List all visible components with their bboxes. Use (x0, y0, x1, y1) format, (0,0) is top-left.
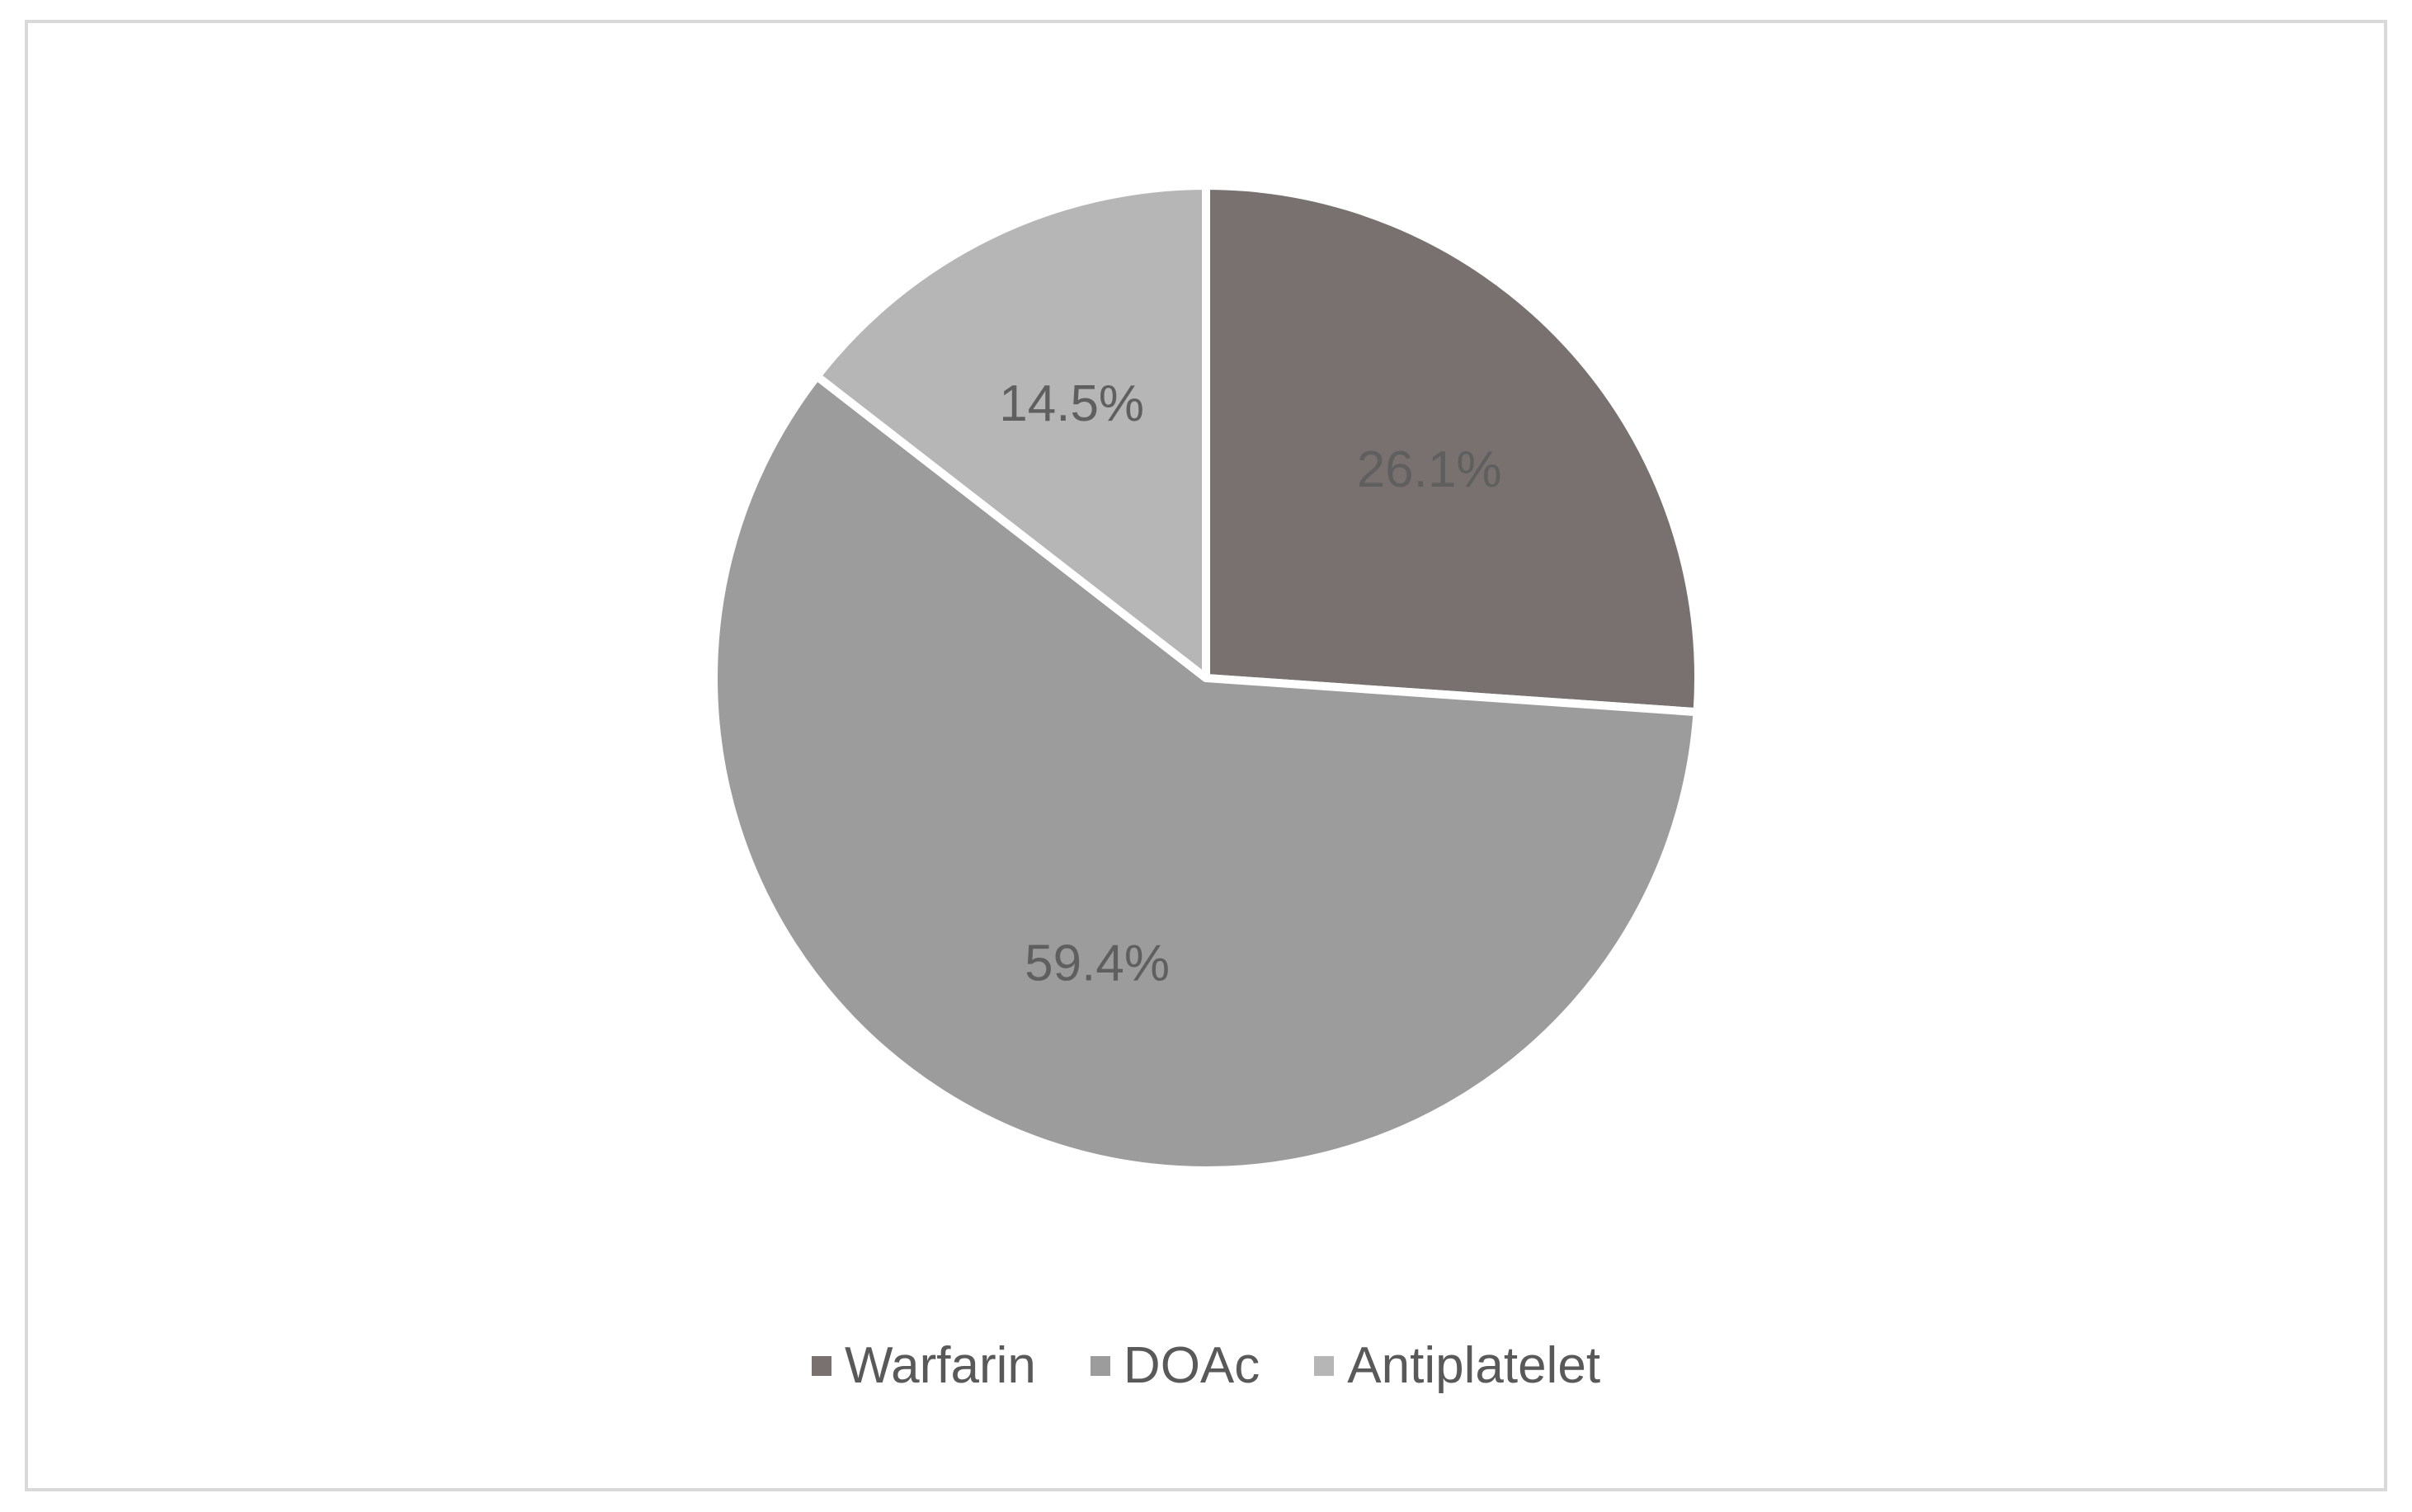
data-label-warfarin: 26.1% (1357, 441, 1502, 498)
data-label-antiplatelet: 14.5% (999, 375, 1144, 432)
pie-slice-antiplatelet[interactable] (813, 181, 1210, 682)
data-label-doac: 59.4% (1025, 935, 1170, 992)
legend-label-warfarin: Warfarin (844, 1337, 1036, 1394)
legend-swatch-antiplatelet (1314, 1355, 1335, 1376)
legend-item-antiplatelet[interactable]: Antiplatelet (1314, 1336, 1600, 1395)
legend: Warfarin DOAc Antiplatelet (0, 1336, 2412, 1395)
pie-slice-warfarin[interactable] (1202, 181, 1703, 717)
legend-item-warfarin[interactable]: Warfarin (811, 1336, 1036, 1395)
legend-item-doac[interactable]: DOAc (1090, 1336, 1260, 1395)
legend-swatch-doac (1090, 1355, 1110, 1376)
pie-slice-doac[interactable] (709, 372, 1702, 1175)
pie-slices (709, 181, 1703, 1175)
legend-swatch-warfarin (811, 1355, 831, 1376)
legend-label-antiplatelet: Antiplatelet (1347, 1337, 1601, 1394)
pie-data-labels: 26.1% 59.4% 14.5% (999, 375, 1501, 992)
legend-label-doac: DOAc (1123, 1337, 1260, 1394)
